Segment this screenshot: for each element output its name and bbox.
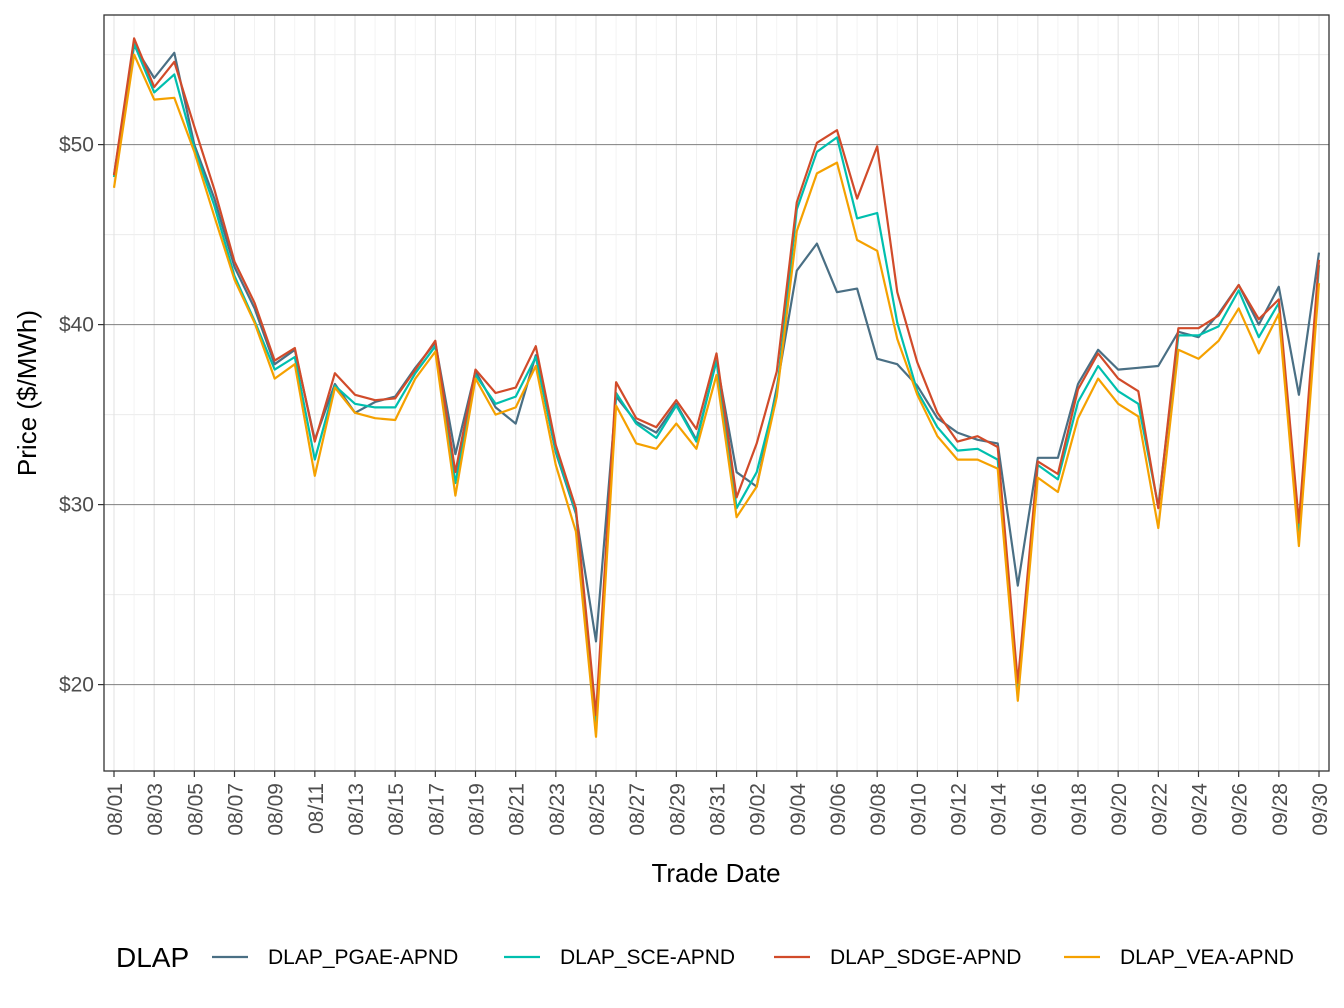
major-gridlines: [104, 15, 1329, 771]
x-tick-label: 08/15: [385, 783, 408, 836]
legend-label: DLAP_VEA-APND: [1120, 946, 1294, 969]
x-tick-label: 08/31: [707, 783, 730, 836]
x-tick-label: 09/24: [1189, 783, 1212, 836]
x-tick-label: 09/08: [867, 783, 890, 836]
x-tick-label: 08/19: [466, 783, 489, 836]
x-tick-label: 09/06: [827, 783, 850, 836]
y-tick-label: $40: [59, 314, 94, 337]
legend-label: DLAP_PGAE-APND: [268, 946, 458, 969]
x-tick-label: 09/02: [747, 783, 770, 836]
x-tick-label: 08/29: [666, 783, 689, 836]
x-tick-label: 09/30: [1309, 783, 1332, 836]
x-axis-title: Trade Date: [651, 858, 780, 888]
series-line-dlap-sdge-apnd: [112, 37, 1321, 717]
x-tick-label: 08/01: [104, 783, 127, 836]
x-tick-label: 08/23: [546, 783, 569, 836]
x-tick-label: 08/21: [506, 783, 529, 836]
x-tick-label: 09/12: [948, 783, 971, 836]
x-tick-label: 09/20: [1108, 783, 1131, 836]
x-tick-label: 08/11: [305, 783, 328, 834]
y-tick-label: $20: [59, 674, 94, 697]
x-tick-label: 09/10: [907, 783, 930, 836]
legend: DLAP DLAP_PGAE-APND DLAP_SCE-APND DLAP_SDG…: [116, 942, 1294, 973]
legend-label: DLAP_SDGE-APND: [830, 946, 1021, 969]
x-tick-label: 08/27: [626, 783, 649, 836]
legend-label: DLAP_SCE-APND: [560, 946, 735, 969]
x-tick-label: 09/26: [1229, 783, 1252, 836]
x-tick-label: 08/13: [345, 783, 368, 836]
x-tick-label: 09/16: [1028, 783, 1051, 836]
series-line-dlap-vea-apnd: [112, 53, 1321, 738]
y-axis-title: Price ($/MWh): [12, 310, 42, 476]
x-tick-label: 08/07: [225, 783, 248, 836]
x-tick-label: 09/22: [1148, 783, 1171, 836]
minor-gridlines: [104, 15, 1329, 771]
x-tick-label: 09/18: [1068, 783, 1091, 836]
x-tick-label: 08/17: [425, 783, 448, 836]
y-tick-label: $50: [59, 134, 94, 157]
x-axis: 08/01 08/03 08/05 08/07 08/09 08/11 08/13 08/15…: [104, 771, 1332, 836]
legend-title: DLAP: [116, 942, 189, 973]
x-tick-label: 08/09: [265, 783, 288, 836]
y-axis: $20 $30 $40 $50: [59, 134, 104, 697]
x-tick-label: 09/04: [787, 783, 810, 836]
x-tick-label: 08/25: [586, 783, 609, 836]
series-lines: [112, 37, 1321, 738]
x-tick-label: 08/03: [144, 783, 167, 836]
x-tick-label: 08/05: [184, 783, 207, 836]
x-tick-label: 09/28: [1269, 783, 1292, 836]
x-tick-label: 09/14: [988, 783, 1011, 836]
y-tick-label: $30: [59, 494, 94, 517]
